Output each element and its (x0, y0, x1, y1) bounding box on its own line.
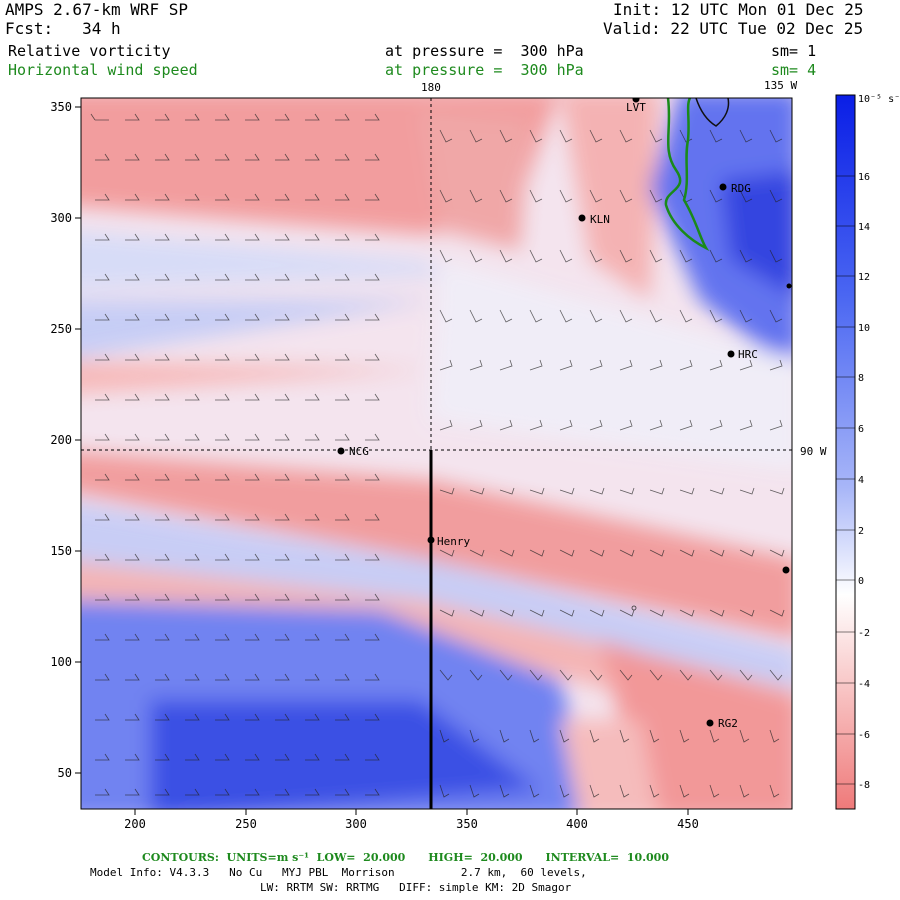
colorbar-label: -2 (858, 628, 870, 639)
x-tick-label: 350 (456, 817, 478, 831)
field2-smoothing: sm= 4 (771, 61, 817, 79)
x-tick-label: 250 (235, 817, 257, 831)
station-dot-rg2 (706, 719, 714, 727)
x-tick-label: 400 (566, 817, 588, 831)
station-label-hrc: HRC (738, 348, 758, 361)
meridian-90w-label: 90 W (800, 445, 827, 458)
wind-barbs (90, 113, 785, 798)
coastline-black (695, 98, 730, 127)
y-tick-label: 100 (50, 655, 72, 669)
forecast-hour: Fcst: 34 h (5, 19, 121, 38)
station-label-rdg: RDG (731, 182, 751, 195)
colorbar-label: 8 (858, 373, 864, 384)
station-dot-hrc (727, 350, 735, 358)
colorbar-label: -6 (858, 730, 870, 741)
vorticity-shading (81, 98, 792, 809)
init-time: Init: 12 UTC Mon 01 Dec 25 (613, 0, 864, 19)
station-label-henry: Henry (437, 535, 470, 548)
station-dot-ncg (337, 447, 345, 455)
station-dot-rdg (719, 183, 727, 191)
contour-info: CONTOURS: UNITS=m s⁻¹ LOW= 20.000 HIGH= … (142, 851, 669, 864)
coastline-green (664, 98, 710, 252)
station-dot-lvt (632, 98, 640, 103)
station-dot-henry (427, 536, 435, 544)
valid-time: Valid: 22 UTC Tue 02 Dec 25 (603, 19, 864, 38)
colorbar-label: -8 (858, 780, 870, 791)
field2-name: Horizontal wind speed (8, 61, 198, 79)
station-dot-kln (578, 214, 586, 222)
colorbar-label: 4 (858, 475, 864, 486)
colorbar-label: 10 (858, 323, 870, 334)
field2-pressure: at pressure = 300 hPa (385, 61, 584, 79)
colorbar-label: 0 (858, 576, 864, 587)
plot-frame (80, 97, 793, 810)
colorbar-label: 12 (858, 272, 870, 283)
y-tick-label: 50 (58, 766, 72, 780)
meridian-135w-label: 135 W (764, 79, 797, 92)
x-tick-label: 450 (677, 817, 699, 831)
y-tick-label: 200 (50, 433, 72, 447)
station-label-rg2: RG2 (718, 717, 738, 730)
physics-info: LW: RRTM SW: RRTMG DIFF: simple KM: 2D S… (260, 881, 572, 894)
station-label-ncg: NCG (349, 445, 369, 458)
colorbar-label: 6 (858, 424, 864, 435)
field1-smoothing: sm= 1 (771, 42, 817, 60)
y-tick-label: 300 (50, 211, 72, 225)
station-label-lvt: LVT (626, 101, 646, 114)
model-info: Model Info: V4.3.3 No Cu MYJ PBL Morriso… (90, 866, 587, 879)
y-tick-label: 150 (50, 544, 72, 558)
station-label-kln: KLN (590, 213, 610, 226)
x-tick-label: 300 (345, 817, 367, 831)
model-title: AMPS 2.67-km WRF SP (5, 0, 189, 19)
colorbar: 10⁻⁵ s⁻¹ 16 14 12 10 8 6 4 2 0 -2 -4 -6 … (835, 94, 900, 810)
colorbar-label: 16 (858, 172, 870, 183)
colorbar-units: 10⁻⁵ s⁻¹ (858, 94, 900, 105)
station-dot-unnamed (782, 566, 790, 574)
colorbar-label: 14 (858, 222, 870, 233)
y-tick-label: 350 (50, 100, 72, 114)
x-tick-label: 200 (124, 817, 146, 831)
meridian-180-label: 180 (421, 81, 441, 94)
y-tick-label: 250 (50, 322, 72, 336)
colorbar-label: -4 (858, 679, 870, 690)
colorbar-label: 2 (858, 526, 864, 537)
field1-pressure: at pressure = 300 hPa (385, 42, 584, 60)
field1-name: Relative vorticity (8, 42, 171, 60)
